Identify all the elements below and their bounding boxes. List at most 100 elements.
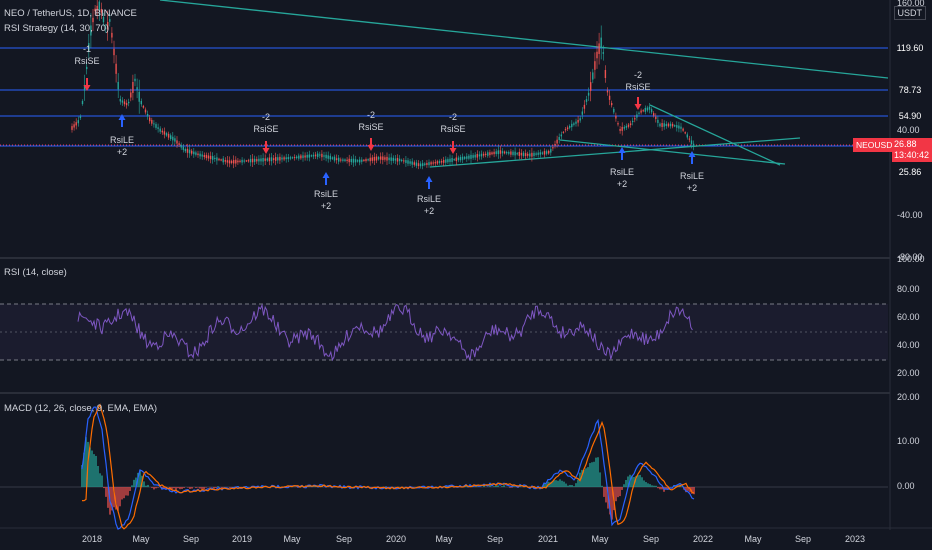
- candle-body: [132, 82, 134, 93]
- candle-body: [476, 153, 478, 158]
- candle-body: [380, 156, 382, 160]
- macd-histogram-bar: [509, 487, 511, 488]
- candle-body: [296, 156, 298, 159]
- trendline-long-down[interactable]: [159, 0, 889, 79]
- macd-histogram-bar: [105, 487, 107, 497]
- level-label-78[interactable]: 78.73: [898, 85, 922, 95]
- rsi-title[interactable]: RSI (14, close): [4, 267, 67, 278]
- macd-histogram-bar: [103, 487, 105, 489]
- candle-body: [604, 70, 607, 78]
- macd-histogram-bar: [143, 481, 145, 487]
- candle-body: [443, 159, 445, 163]
- candle-body: [550, 149, 552, 153]
- long-signal-label: RsiLE: [110, 135, 134, 145]
- macd-histogram-bar: [603, 487, 605, 497]
- time-tick: Sep: [487, 534, 503, 544]
- macd-histogram-bar: [565, 483, 567, 487]
- macd-histogram-bar: [567, 485, 569, 487]
- macd-histogram-bar: [181, 487, 183, 489]
- candle-body: [214, 157, 216, 159]
- candle-body: [262, 158, 264, 162]
- macd-histogram-bar: [135, 477, 137, 487]
- candle-body: [277, 157, 279, 161]
- level-label-54[interactable]: 54.90: [898, 111, 922, 121]
- price-tick: 160.00: [897, 0, 925, 8]
- candle-body: [293, 157, 296, 159]
- currency-label[interactable]: USDT: [893, 6, 926, 20]
- macd-histogram-bar: [205, 487, 207, 488]
- candle-body: [464, 156, 466, 159]
- macd-histogram-bar: [563, 481, 565, 487]
- candle-body: [596, 51, 598, 59]
- macd-histogram-bar: [551, 481, 553, 487]
- trendline-wedge-bottom[interactable]: [559, 139, 786, 165]
- macd-histogram-bar: [659, 487, 661, 490]
- level-label-119[interactable]: 119.60: [896, 43, 924, 53]
- candle-body: [71, 126, 73, 130]
- candle-body: [638, 112, 640, 114]
- candle-body: [342, 159, 344, 161]
- candle-body: [480, 153, 483, 157]
- candle-body: [554, 143, 556, 146]
- candle-body: [247, 160, 250, 162]
- candle-body: [283, 157, 285, 160]
- macd-title[interactable]: MACD (12, 26, close, 9, EMA, EMA): [4, 403, 158, 414]
- candle-body: [499, 150, 502, 154]
- macd-histogram-bar: [525, 486, 527, 487]
- candle-body: [384, 157, 386, 160]
- macd-histogram-bar: [111, 487, 113, 511]
- candle-body: [356, 160, 359, 162]
- candle-body: [123, 101, 126, 105]
- macd-histogram-bar: [131, 485, 133, 487]
- candle-body: [226, 160, 229, 163]
- candle-body: [363, 159, 365, 162]
- candle-body: [249, 158, 252, 163]
- candle-body: [634, 118, 636, 120]
- macd-histogram-bar: [301, 486, 303, 487]
- candle-body: [548, 150, 550, 154]
- macd-histogram-bar: [513, 486, 515, 487]
- short-signal-label: RsiSE: [440, 124, 465, 134]
- macd-histogram-bar: [379, 487, 381, 488]
- candle-body: [254, 158, 256, 162]
- candle-body: [188, 149, 191, 154]
- short-signal-label: RsiSE: [625, 82, 650, 92]
- current-price-tag[interactable]: NEOUSDT: [853, 138, 901, 152]
- time-tick: May: [283, 534, 301, 544]
- short-signal-label: -2: [449, 112, 457, 122]
- macd-histogram-bar: [573, 486, 575, 487]
- candle-body: [335, 158, 338, 161]
- trendline-support[interactable]: [429, 137, 801, 168]
- candle-body: [514, 151, 516, 156]
- level-label-25[interactable]: 25.86: [898, 167, 922, 177]
- candle-body: [272, 158, 275, 160]
- candle-body: [497, 150, 499, 155]
- macd-histogram-bar: [637, 475, 639, 487]
- macd-histogram-bar: [687, 487, 689, 491]
- macd-histogram-bar: [633, 477, 635, 487]
- price-tick: -40.00: [897, 210, 923, 220]
- candle-body: [394, 158, 397, 161]
- candle-body: [117, 81, 119, 90]
- candle-body: [674, 125, 676, 127]
- candle-body: [556, 139, 558, 144]
- candle-body: [98, 1, 100, 10]
- strategy-title[interactable]: RSI Strategy (14, 30, 70): [4, 23, 110, 34]
- trendline-wedge-top[interactable]: [649, 104, 781, 166]
- macd-histogram-bar: [129, 487, 131, 491]
- macd-histogram-bar: [191, 487, 193, 489]
- candle-body: [405, 160, 407, 163]
- macd-histogram-bar: [177, 487, 179, 489]
- macd-histogram-bar: [125, 487, 127, 496]
- symbol-title[interactable]: NEO / TetherUS, 1D, BINANCE: [4, 8, 137, 19]
- candle-body: [587, 92, 590, 96]
- candle-body: [489, 152, 491, 156]
- candle-body: [608, 95, 611, 100]
- macd-histogram-bar: [693, 487, 695, 495]
- time-tick: 2019: [232, 534, 252, 544]
- macd-histogram-bar: [145, 485, 147, 487]
- candle-body: [487, 152, 489, 156]
- current-price-label[interactable]: 26.88 13:40:42: [892, 138, 932, 162]
- candle-body: [621, 126, 623, 131]
